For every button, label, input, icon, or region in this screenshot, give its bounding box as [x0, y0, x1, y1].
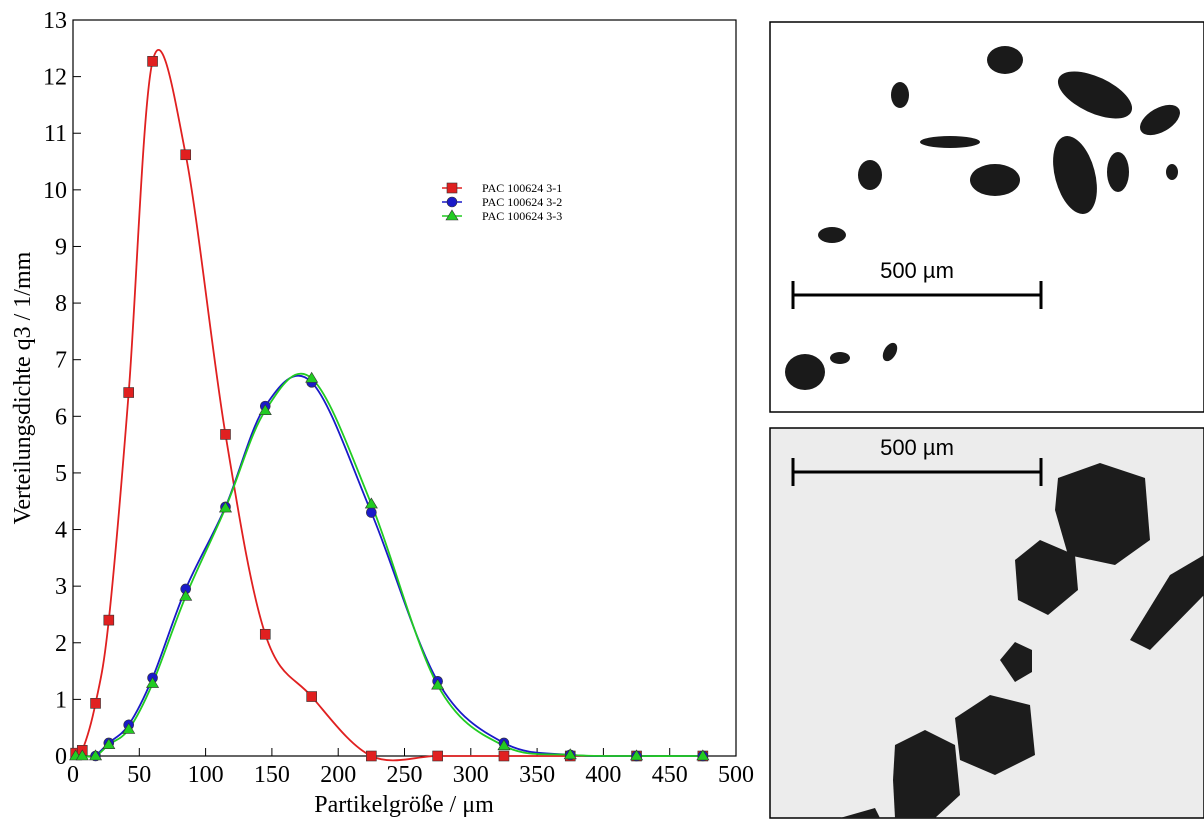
y-tick-label: 2 [55, 631, 67, 657]
particles [785, 46, 1180, 390]
marker [123, 387, 134, 398]
x-tick-label: 200 [320, 762, 356, 788]
marker [563, 748, 577, 760]
x-tick-label: 350 [519, 762, 555, 788]
marker [75, 749, 89, 761]
marker [432, 750, 443, 762]
y-axis-label: Verteilungsdichte q3 / 1/mm [10, 251, 36, 524]
x-tick-label: 400 [585, 762, 621, 788]
image-frame [769, 21, 1204, 413]
micrograph-bottom: 500 µm [769, 427, 1204, 819]
marker [259, 628, 271, 640]
marker [122, 722, 136, 734]
marker [431, 678, 445, 690]
micrograph-top: 500 µm [769, 21, 1204, 413]
marker [366, 507, 377, 518]
legend-label: PAC 100624 3-1 [482, 181, 562, 195]
chart: Partikelgröße / μm Verteilungsdichte q3 … [10, 8, 754, 818]
marker [218, 501, 233, 513]
x-tick-label: 0 [67, 762, 79, 788]
marker [179, 589, 193, 601]
marker [696, 749, 710, 761]
y-tick-label: 3 [55, 574, 67, 600]
y-tick-label: 11 [44, 121, 67, 147]
marker [89, 749, 103, 761]
marker [146, 676, 160, 688]
y-tick-label: 4 [55, 518, 67, 544]
scale-label: 500 µm [880, 435, 954, 460]
marker [364, 497, 378, 509]
y-tick-label: 13 [43, 8, 67, 34]
scale-label: 500 µm [880, 258, 954, 283]
x-tick-label: 50 [127, 762, 151, 788]
y-tick-label: 8 [55, 291, 67, 317]
marker [180, 149, 192, 161]
scale-bar [791, 281, 1043, 309]
legend-label: PAC 100624 3-3 [482, 209, 562, 223]
marker [498, 750, 510, 762]
marker [366, 750, 377, 762]
legend-label: PAC 100624 3-2 [482, 195, 562, 209]
marker [103, 614, 115, 626]
marker [90, 698, 101, 709]
marker [258, 404, 272, 415]
scale-bar [791, 458, 1043, 486]
y-tick-label: 5 [55, 461, 67, 487]
marker [306, 691, 317, 702]
y-tick-label: 7 [55, 348, 67, 374]
marker [446, 182, 458, 194]
y-tick-label: 0 [55, 744, 67, 770]
y-tick-label: 9 [55, 234, 67, 260]
marker [446, 196, 458, 208]
y-tick-label: 10 [43, 178, 67, 204]
marker [445, 209, 459, 221]
x-axis-label: Partikelgröße / μm [314, 792, 494, 818]
marker [305, 371, 319, 383]
x-tick-label: 150 [254, 762, 290, 788]
marker [630, 749, 644, 761]
crystals [840, 463, 1204, 818]
marker [102, 738, 116, 749]
x-tick-label: 500 [718, 762, 754, 788]
marker [220, 429, 231, 440]
marker [147, 56, 158, 67]
y-tick-label: 1 [55, 687, 67, 713]
x-tick-label: 250 [387, 762, 423, 788]
y-tick-label: 12 [43, 65, 67, 91]
x-tick-label: 100 [188, 762, 224, 788]
y-tick-label: 6 [55, 404, 67, 430]
marker [497, 739, 511, 751]
x-tick-label: 300 [453, 762, 489, 788]
x-tick-label: 450 [652, 762, 688, 788]
